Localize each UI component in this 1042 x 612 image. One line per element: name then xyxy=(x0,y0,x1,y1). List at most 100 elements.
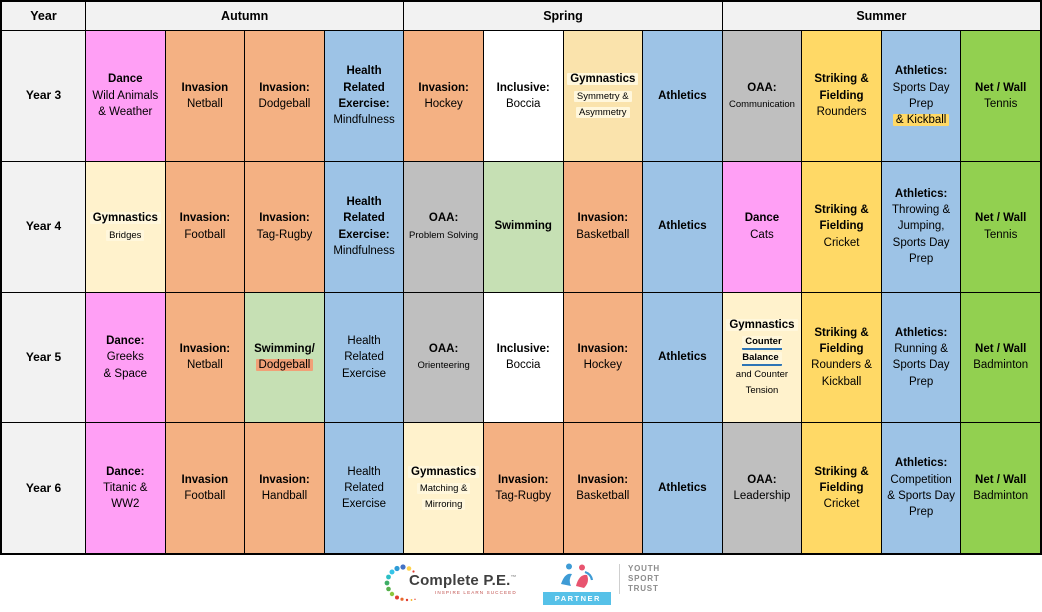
cell-text: Related xyxy=(343,81,385,94)
curriculum-cell: Dance Cats xyxy=(722,161,802,292)
cell-text: Athletics xyxy=(658,220,707,233)
cell-text: Inclusive: xyxy=(496,343,550,356)
yst-figures-icon xyxy=(560,563,593,588)
cell-text: Asymmetry xyxy=(576,107,630,119)
yst-wordmark: YOUTH SPORT TRUST xyxy=(628,564,660,594)
curriculum-cell: Striking & Fielding Cricket xyxy=(802,423,881,553)
yst-partner-badge: PARTNER xyxy=(542,592,611,605)
curriculum-cell: Inclusive: Boccia xyxy=(483,292,563,423)
cell-text: and Counter xyxy=(735,368,789,380)
cell-text: Striking & xyxy=(814,204,869,217)
curriculum-cell: Invasion: Basketball xyxy=(563,161,643,292)
cell-text: OAA: xyxy=(747,81,777,94)
cell-text: Orienteering xyxy=(417,360,470,372)
curriculum-cell: Invasion: Handball xyxy=(245,423,324,553)
curriculum-cell: Athletics: Sports Day Prep & Kickball xyxy=(881,31,961,161)
cell-text: Kickball xyxy=(821,375,862,388)
header-term-summer: Summer xyxy=(722,2,1040,30)
curriculum-cell: Striking & Fielding Rounders & Kickball xyxy=(802,292,881,423)
cell-text: Wild Animals xyxy=(92,89,159,102)
cell-text: & Weather xyxy=(98,106,153,119)
curriculum-cell: Dance: Greeks & Space xyxy=(86,292,165,423)
curriculum-cell: OAA: Orienteering xyxy=(404,292,483,423)
curriculum-cell: Gymnastics Bridges xyxy=(86,161,165,292)
cell-text: Net / Wall xyxy=(975,473,1027,486)
cell-text: Competition xyxy=(890,473,952,486)
curriculum-cell: Invasion: Dodgeball xyxy=(245,31,324,161)
yst-word-trust: TRUST xyxy=(627,584,659,593)
complete-pe-name: Complete P.E.™ xyxy=(409,572,517,589)
cell-text: Tennis xyxy=(984,228,1018,241)
yst-figures: PARTNER xyxy=(542,562,611,605)
cell-text: Invasion: xyxy=(577,212,629,225)
curriculum-cell: Gymnastics Counter Balance and Counter Tens… xyxy=(722,292,802,423)
yst-word-youth: YOUTH xyxy=(627,564,660,573)
cell-text: Hockey xyxy=(583,359,622,372)
cell-text: Communication xyxy=(728,98,795,110)
cell-text: Tension xyxy=(745,384,779,396)
cell-text: Gymnastics xyxy=(408,465,480,478)
row-label-year-5: Year 5 xyxy=(2,292,85,423)
curriculum-cell: Invasion Football xyxy=(165,423,245,553)
cell-text: Titanic & xyxy=(103,481,148,494)
cell-text: & Sports Day xyxy=(887,490,955,503)
cell-text: OAA: xyxy=(428,343,459,356)
cell-text: Health xyxy=(346,195,382,208)
cell-text: Swimming xyxy=(494,220,552,233)
cell-text: Invasion: xyxy=(259,473,310,486)
curriculum-cell: Athletics xyxy=(643,31,722,161)
curriculum-table: Year Autumn Spring Summer Year 3 Dance Wil… xyxy=(0,0,1042,555)
curriculum-cell: Athletics xyxy=(643,161,722,292)
cell-text: Gymnastics xyxy=(567,73,639,86)
cell-text: Running & xyxy=(894,343,948,356)
curriculum-cell: Dance: Titanic & WW2 xyxy=(86,423,165,553)
curriculum-cell: Athletics: Throwing & Jumping, Sports Day Pr… xyxy=(881,161,961,292)
cell-text: Striking & xyxy=(814,326,869,339)
cell-text: Netball xyxy=(186,97,223,110)
cell-text: Tag-Rugby xyxy=(256,228,313,241)
cell-text: Prep xyxy=(908,253,934,266)
curriculum-cell: Invasion Netball xyxy=(165,31,245,161)
curriculum-cell: Invasion: Tag-Rugby xyxy=(245,161,324,292)
cell-text: Leadership xyxy=(733,490,791,503)
cell-text: Dance xyxy=(108,73,143,86)
header-year: Year xyxy=(2,2,85,30)
complete-pe-logo: Complete P.E.™ INSPIRE LEARN SUCCEED xyxy=(382,563,517,605)
cell-text: Invasion: xyxy=(577,473,629,486)
cell-text: Boccia xyxy=(505,359,541,372)
complete-pe-dots-icon xyxy=(384,563,416,601)
curriculum-cell: OAA: Problem Solving xyxy=(404,161,483,292)
youth-sport-trust-logo: PARTNER YOUTH SPORT TRUST xyxy=(542,562,660,605)
curriculum-cell: Striking & Fielding Rounders xyxy=(802,31,881,161)
cell-text: Striking & xyxy=(814,73,869,86)
curriculum-cell: Swimming xyxy=(483,161,563,292)
curriculum-cell: Net / Wall Tennis xyxy=(961,161,1040,292)
curriculum-cell: OAA: Communication xyxy=(722,31,802,161)
cell-text: Prep xyxy=(908,506,934,519)
curriculum-cell: Net / Wall Badminton xyxy=(961,423,1040,553)
cell-text: Year 4 xyxy=(25,219,62,234)
cell-text: Invasion: xyxy=(179,343,231,356)
cell-text: Fielding xyxy=(819,220,864,233)
cell-text: Related xyxy=(344,351,384,364)
cell-text: Rounders & xyxy=(811,359,872,372)
complete-pe-tagline: INSPIRE LEARN SUCCEED xyxy=(434,590,517,595)
cell-text: Year 3 xyxy=(25,88,62,103)
cell-text: Mirroring xyxy=(421,499,466,511)
cell-text: Gymnastics xyxy=(726,318,798,331)
curriculum-cell: Invasion: Football xyxy=(165,161,245,292)
cell-text: Tag-Rugby xyxy=(495,490,552,503)
curriculum-cell: Inclusive: Boccia xyxy=(483,31,563,161)
cell-text: Matching & xyxy=(416,482,471,494)
cell-text: Athletics xyxy=(658,351,707,364)
cell-text: Related xyxy=(343,212,385,225)
cell-text: Exercise xyxy=(341,498,387,511)
curriculum-cell: Invasion: Hockey xyxy=(404,31,483,161)
cell-text: Invasion: xyxy=(179,212,231,225)
cell-text: Sports Day xyxy=(892,81,950,94)
curriculum-cell: Swimming/Dodgeball xyxy=(245,292,324,423)
cell-text: OAA: xyxy=(428,212,459,225)
yst-word-sport: SPORT xyxy=(627,574,660,583)
cell-text: Bridges xyxy=(106,229,145,241)
cell-text: Fielding xyxy=(819,481,864,494)
